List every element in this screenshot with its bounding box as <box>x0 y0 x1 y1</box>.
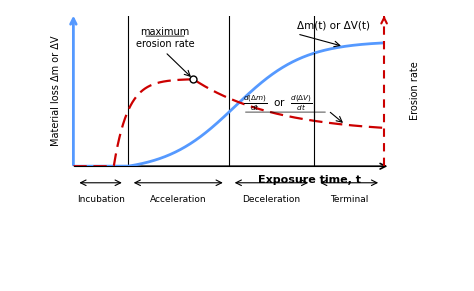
Text: Exposure time, t: Exposure time, t <box>258 175 361 185</box>
Text: Δm(t) or ΔV(t): Δm(t) or ΔV(t) <box>297 21 370 31</box>
Text: Material loss Δm or ΔV: Material loss Δm or ΔV <box>51 36 61 146</box>
Text: maximum
erosion rate: maximum erosion rate <box>136 27 194 49</box>
Text: Terminal: Terminal <box>330 195 368 204</box>
Text: Incubation: Incubation <box>77 195 125 204</box>
Text: $\frac{d(\Delta m)}{dt}$  or  $\frac{d(\Delta V)}{dt}$: $\frac{d(\Delta m)}{dt}$ or $\frac{d(\De… <box>243 93 312 113</box>
Text: Deceleration: Deceleration <box>242 195 301 204</box>
Text: Erosion rate: Erosion rate <box>410 62 420 120</box>
Text: Acceleration: Acceleration <box>150 195 207 204</box>
